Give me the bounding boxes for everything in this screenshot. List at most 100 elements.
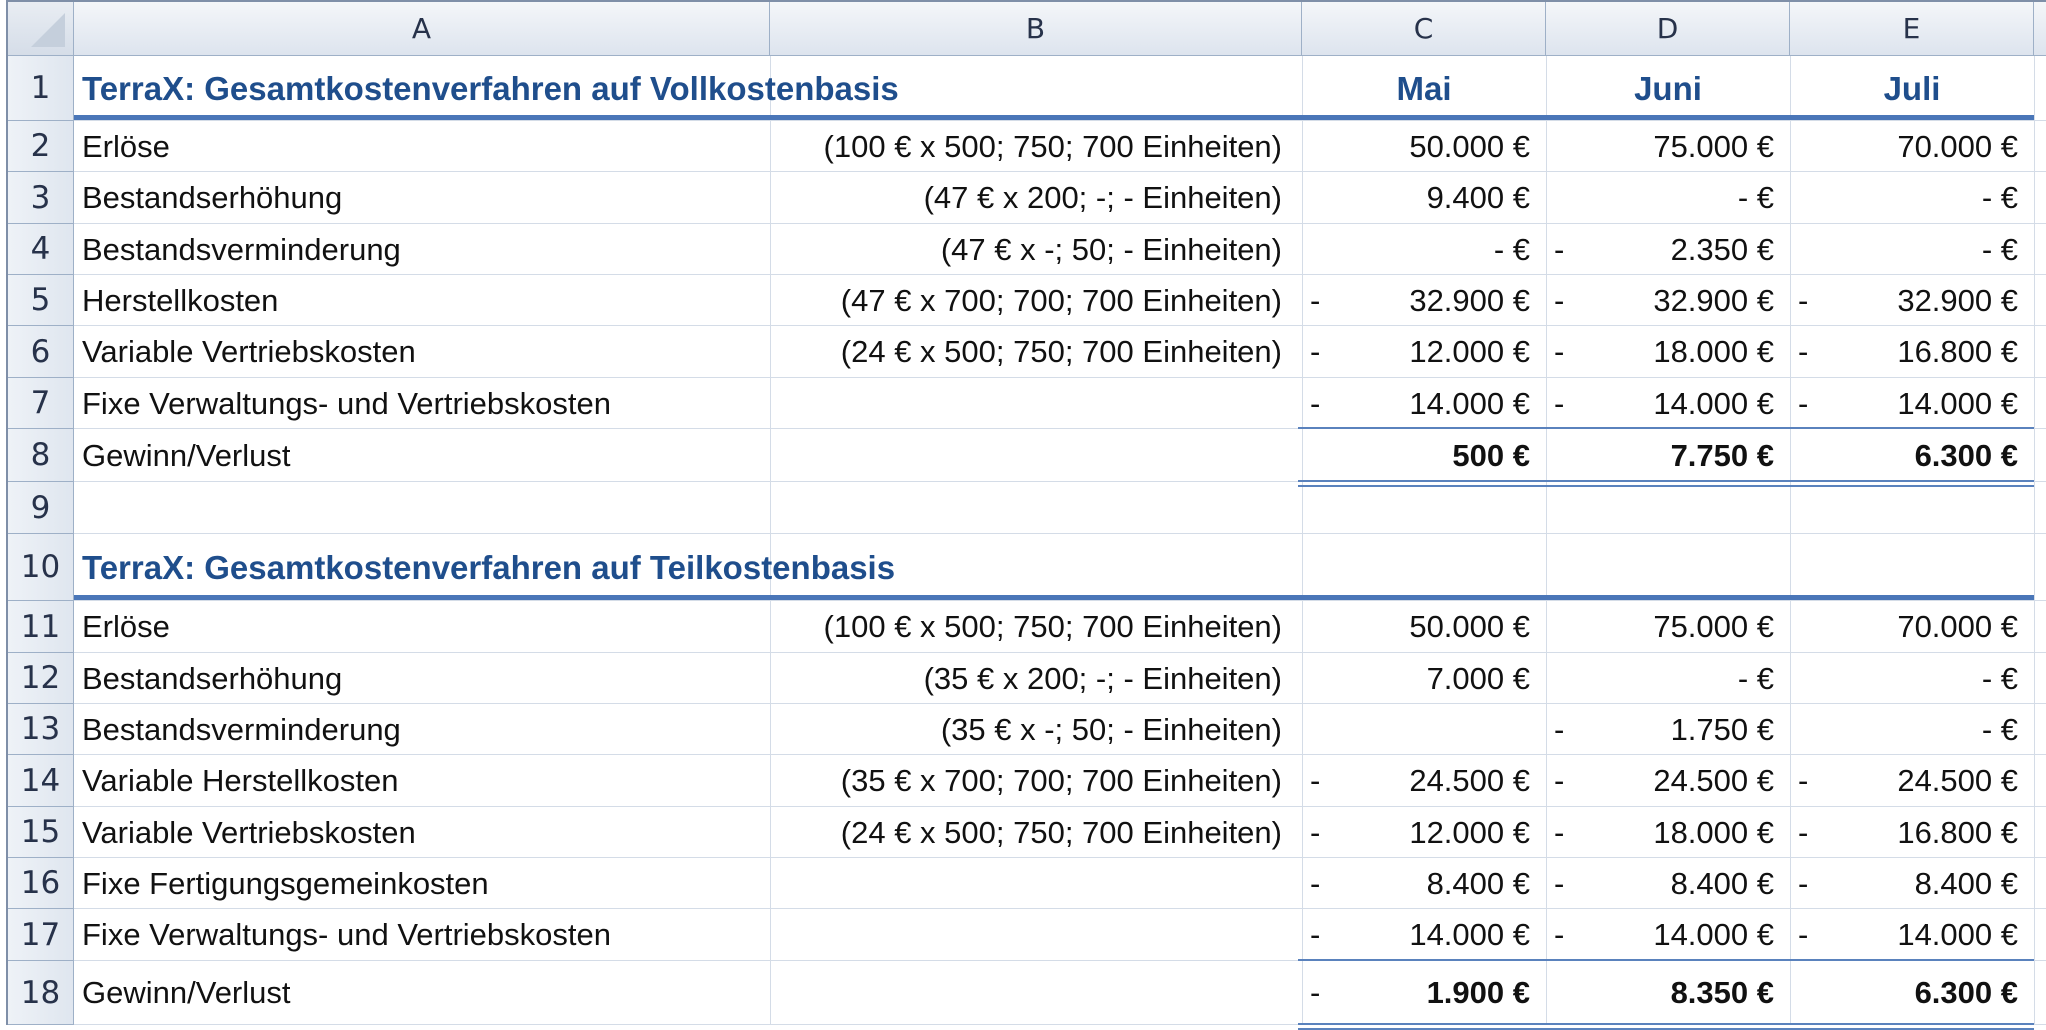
row-header-11[interactable]: 11	[8, 601, 74, 653]
row-header-9[interactable]: 9	[8, 482, 74, 534]
t-row-value-e[interactable]: 70.000 €	[1897, 609, 2018, 644]
t-row-value-d[interactable]: 1.750 €	[1670, 712, 1774, 747]
v-row-value-c[interactable]: 12.000 €	[1409, 334, 1530, 369]
v-row-value-e[interactable]: 70.000 €	[1897, 129, 2018, 164]
month-header-2: Juli	[1883, 70, 1941, 107]
section-underline	[74, 595, 2034, 600]
row-header-8[interactable]: 8	[8, 429, 74, 482]
grid-line	[74, 703, 2046, 704]
minus-sign: -	[1554, 815, 1565, 850]
select-all-corner[interactable]	[8, 2, 74, 56]
sum-line	[1298, 427, 2034, 429]
v-row-value-d[interactable]: 18.000 €	[1653, 334, 1774, 369]
v-row-label: Erlöse	[82, 129, 170, 164]
t-row-value-d[interactable]: 24.500 €	[1653, 763, 1774, 798]
row-header-12[interactable]: 12	[8, 653, 74, 704]
row-header-1[interactable]: 1	[8, 56, 74, 121]
v-row-label: Bestandsverminderung	[82, 232, 401, 267]
row-header-13[interactable]: 13	[8, 704, 74, 755]
v-row-value-e[interactable]: 6.300 €	[1914, 438, 2018, 473]
t-row-value-c[interactable]	[1302, 704, 1530, 755]
column-header-f-partial[interactable]	[2034, 2, 2046, 56]
v-row-value-d[interactable]: 32.900 €	[1653, 283, 1774, 318]
minus-sign: -	[1310, 386, 1321, 421]
v-row-value-d[interactable]: 14.000 €	[1653, 386, 1774, 421]
t-row-value-d[interactable]: - €	[1737, 661, 1774, 696]
row-header-4[interactable]: 4	[8, 224, 74, 275]
double-underline	[1298, 485, 2034, 487]
v-row-value-e[interactable]: 14.000 €	[1897, 386, 2018, 421]
v-row-value-c[interactable]: 50.000 €	[1409, 129, 1530, 164]
row-header-5[interactable]: 5	[8, 275, 74, 326]
row-header-17[interactable]: 17	[8, 909, 74, 961]
v-row-value-d[interactable]: 2.350 €	[1670, 232, 1774, 267]
t-row-detail: (35 € x -; 50; - Einheiten)	[940, 712, 1282, 747]
minus-sign: -	[1798, 815, 1809, 850]
row-header-3[interactable]: 3	[8, 172, 74, 224]
t-row-value-d[interactable]: 14.000 €	[1653, 917, 1774, 952]
v-row-value-c[interactable]: 9.400 €	[1426, 180, 1530, 215]
t-row-value-c[interactable]: 1.900 €	[1426, 975, 1530, 1010]
t-row-value-e[interactable]: - €	[1981, 661, 2018, 696]
minus-sign: -	[1554, 866, 1565, 901]
t-row-value-c[interactable]: 7.000 €	[1426, 661, 1530, 696]
minus-sign: -	[1310, 917, 1321, 952]
t-row-value-e[interactable]: 8.400 €	[1914, 866, 2018, 901]
v-row-value-e[interactable]: 32.900 €	[1897, 283, 2018, 318]
grid-line	[1546, 56, 1547, 1025]
sum-line	[1298, 959, 2034, 961]
section2-title: TerraX: Gesamtkostenverfahren auf Teilko…	[82, 549, 896, 586]
grid-line	[74, 908, 2046, 909]
v-row-value-c[interactable]: 500 €	[1452, 438, 1530, 473]
v-row-value-d[interactable]: 75.000 €	[1653, 129, 1774, 164]
v-row-value-e[interactable]: - €	[1981, 232, 2018, 267]
row-header-18[interactable]: 18	[8, 961, 74, 1025]
grid-line	[74, 754, 2046, 755]
t-row-detail: (35 € x 700; 700; 700 Einheiten)	[840, 763, 1282, 798]
t-row-label: Bestandserhöhung	[82, 661, 343, 696]
t-row-label: Variable Vertriebskosten	[82, 815, 416, 850]
t-row-value-c[interactable]: 50.000 €	[1409, 609, 1530, 644]
t-row-value-c[interactable]: 12.000 €	[1409, 815, 1530, 850]
t-row-value-d[interactable]: 18.000 €	[1653, 815, 1774, 850]
t-row-label: Erlöse	[82, 609, 170, 644]
t-row-value-e[interactable]: - €	[1981, 712, 2018, 747]
t-row-value-c[interactable]: 14.000 €	[1409, 917, 1530, 952]
t-row-label: Variable Herstellkosten	[82, 763, 399, 798]
row-header-14[interactable]: 14	[8, 755, 74, 807]
sheet-frame	[6, 0, 2046, 1025]
column-header-e[interactable]: E	[1790, 2, 2034, 56]
t-row-detail: (35 € x 200; -; - Einheiten)	[923, 661, 1282, 696]
v-row-value-c[interactable]: 14.000 €	[1409, 386, 1530, 421]
column-header-b[interactable]: B	[770, 2, 1302, 56]
column-header-c[interactable]: C	[1302, 2, 1546, 56]
row-header-6[interactable]: 6	[8, 326, 74, 378]
t-row-label: Gewinn/Verlust	[82, 975, 291, 1010]
v-row-value-c[interactable]: 32.900 €	[1409, 283, 1530, 318]
t-row-value-d[interactable]: 75.000 €	[1653, 609, 1774, 644]
row-header-15[interactable]: 15	[8, 807, 74, 858]
t-row-label: Fixe Fertigungsgemeinkosten	[82, 866, 489, 901]
v-row-value-e[interactable]: - €	[1981, 180, 2018, 215]
t-row-value-d[interactable]: 8.350 €	[1670, 975, 1774, 1010]
t-row-value-e[interactable]: 16.800 €	[1897, 815, 2018, 850]
column-header-d[interactable]: D	[1546, 2, 1790, 56]
t-row-value-c[interactable]: 24.500 €	[1409, 763, 1530, 798]
t-row-value-e[interactable]: 24.500 €	[1897, 763, 2018, 798]
minus-sign: -	[1310, 283, 1321, 318]
v-row-value-d[interactable]: - €	[1737, 180, 1774, 215]
t-row-value-d[interactable]: 8.400 €	[1670, 866, 1774, 901]
t-row-value-e[interactable]: 6.300 €	[1914, 975, 2018, 1010]
v-row-value-e[interactable]: 16.800 €	[1897, 334, 2018, 369]
t-row-value-e[interactable]: 14.000 €	[1897, 917, 2018, 952]
v-row-label: Variable Vertriebskosten	[82, 334, 416, 369]
row-header-7[interactable]: 7	[8, 378, 74, 429]
row-header-10[interactable]: 10	[8, 534, 74, 601]
column-header-a[interactable]: A	[74, 2, 770, 56]
row-header-2[interactable]: 2	[8, 121, 74, 172]
v-row-value-d[interactable]: 7.750 €	[1670, 438, 1774, 473]
v-row-value-c[interactable]: - €	[1493, 232, 1530, 267]
row-header-16[interactable]: 16	[8, 858, 74, 909]
t-row-value-c[interactable]: 8.400 €	[1426, 866, 1530, 901]
